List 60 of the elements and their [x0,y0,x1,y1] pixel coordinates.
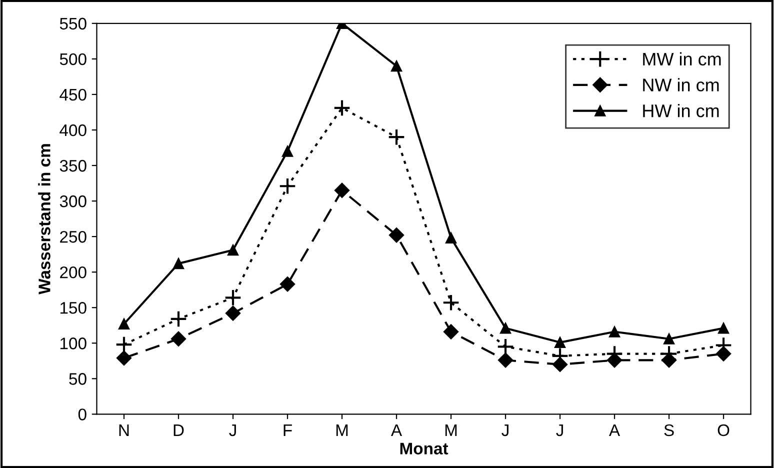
point [390,60,402,72]
point [118,318,130,330]
point [661,352,677,368]
y-tick-label: 350 [60,160,86,172]
y-tick-label: 300 [60,195,86,208]
y-tick-label: 50 [69,373,86,385]
x-tick-label: J [229,424,236,436]
x-axis-title: Monat [400,442,448,454]
point [606,352,622,368]
x-tick-label: A [609,424,620,436]
x-tick-label: S [664,424,674,436]
x-tick-label: N [119,424,129,436]
point [442,294,460,312]
point [170,331,186,346]
point [663,333,675,344]
y-tick-label: 150 [60,302,86,314]
y-tick-label: 0 [78,408,86,420]
point [334,182,350,198]
y-tick-label: 500 [60,53,86,66]
x-tick-label: O [718,424,730,436]
x-tick-label: M [336,424,348,436]
point [388,128,406,146]
y-tick-label: 250 [60,230,86,243]
point [554,336,566,348]
point [278,177,296,195]
point [115,336,133,354]
y-tick-label: 450 [60,88,86,101]
x-tick-label: J [556,424,563,436]
x-tick-label: D [174,424,184,436]
y-tick-label: 100 [60,338,86,350]
point [443,324,459,340]
point [608,326,620,338]
point [500,322,512,334]
point [496,338,514,356]
point [282,146,294,157]
x-tick-label: F [284,424,292,436]
point [716,346,732,362]
y-tick-label: 200 [60,266,86,278]
point [280,276,296,292]
point [552,356,568,372]
x-tick-label: J [502,424,508,436]
point [170,310,188,328]
point [333,99,351,117]
y-tick-label: 550 [60,18,86,30]
y-tick-label: 400 [60,124,86,136]
x-tick-label: M [445,424,457,436]
point [225,306,241,321]
point [445,232,457,244]
legend-label: HW in cm [643,104,719,118]
point [498,352,514,368]
point [388,228,404,243]
x-tick-label: A [390,424,402,436]
point [227,244,239,256]
legend-label: MW in cm [643,52,721,66]
y-axis-title: Wasserstand in cm [38,144,50,294]
point [172,258,184,270]
point [224,288,242,306]
point [116,350,132,366]
point [718,322,730,334]
legend-label: NW in cm [643,78,719,92]
